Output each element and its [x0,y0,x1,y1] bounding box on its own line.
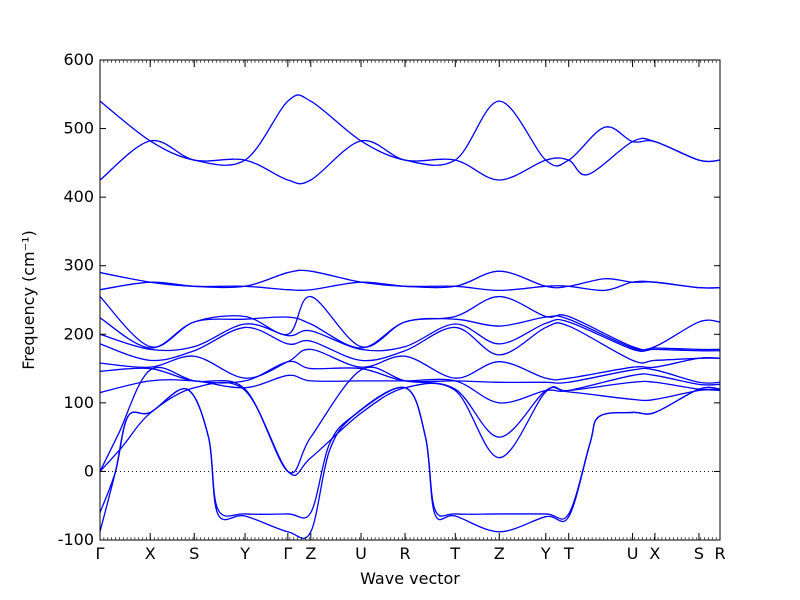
y-tick-label: 500 [63,119,94,138]
x-tick-label: T [563,544,574,563]
band-line-12 [99,366,721,474]
y-tick-label: 0 [84,461,94,480]
x-tick-label: Y [540,544,551,563]
band-line-5 [99,295,721,351]
x-tick-label: R [714,544,725,563]
band-line-15 [99,386,721,540]
y-tick-label: 300 [63,256,94,275]
x-tick-label: S [189,544,199,563]
x-tick-label: R [399,544,410,563]
band-line-2 [99,137,721,185]
band-line-3 [99,269,721,289]
band-line-7 [99,318,721,352]
y-tick-label: 400 [63,187,94,206]
band-line-8 [99,322,721,364]
x-tick-label: Z [494,544,505,563]
y-axis-label: Frequency (cm⁻¹) [19,230,38,369]
band-line-10 [99,360,721,384]
band-line-4 [99,280,721,292]
y-tick-label: -100 [58,530,94,549]
band-line-14 [99,386,721,520]
x-tick-label: Y [239,544,250,563]
band-line-6 [99,315,721,351]
plot-frame [99,59,721,541]
phonon-branches [99,94,721,540]
x-tick-label: T [449,544,460,563]
x-tick-label: S [694,544,704,563]
x-tick-label: Z [305,544,316,563]
band-line-9 [99,348,721,381]
x-tick-label: U [627,544,639,563]
y-tick-labels: -100 0 100 200 300 400 500 600 [58,50,94,549]
x-tick-label: Γ [96,544,105,563]
band-line-13 [99,381,721,476]
plot-content [99,94,721,540]
band-line-11 [99,373,721,404]
x-axis-label: Wave vector [360,569,460,588]
x-tick-label: Γ [283,544,292,563]
y-tick-label: 200 [63,324,94,343]
y-tick-label: 600 [63,50,94,69]
x-tick-label: X [145,544,156,563]
axis-ticks [99,59,721,541]
x-tick-label: X [649,544,660,563]
band-line-1 [99,94,721,167]
y-tick-label: 100 [63,393,94,412]
x-tick-label: U [355,544,367,563]
